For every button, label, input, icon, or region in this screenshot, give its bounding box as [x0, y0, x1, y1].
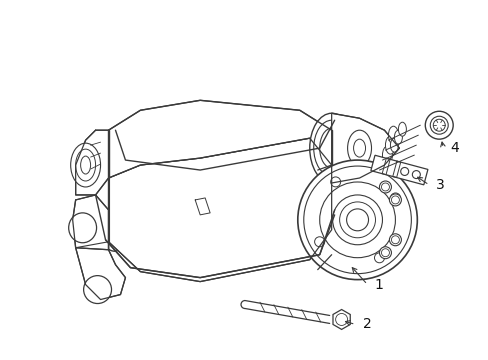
Polygon shape: [332, 310, 349, 329]
Ellipse shape: [309, 113, 353, 183]
Polygon shape: [73, 195, 108, 250]
Text: 4: 4: [449, 141, 458, 155]
Polygon shape: [108, 100, 331, 178]
Ellipse shape: [330, 177, 340, 187]
Ellipse shape: [353, 139, 365, 157]
Text: 2: 2: [362, 318, 370, 332]
Text: 1: 1: [374, 278, 383, 292]
Polygon shape: [331, 113, 399, 183]
Ellipse shape: [389, 138, 398, 152]
Polygon shape: [108, 138, 331, 282]
Ellipse shape: [425, 111, 452, 139]
Ellipse shape: [411, 171, 420, 179]
Ellipse shape: [379, 156, 388, 174]
Polygon shape: [76, 130, 108, 195]
Ellipse shape: [387, 126, 398, 144]
Ellipse shape: [382, 146, 392, 164]
Text: 3: 3: [435, 178, 444, 192]
Ellipse shape: [398, 122, 406, 136]
Ellipse shape: [347, 130, 371, 166]
Polygon shape: [76, 242, 125, 300]
Ellipse shape: [385, 136, 395, 154]
Ellipse shape: [297, 160, 416, 280]
Ellipse shape: [332, 195, 382, 245]
Ellipse shape: [388, 194, 401, 206]
Ellipse shape: [71, 143, 101, 187]
Ellipse shape: [346, 209, 368, 231]
Ellipse shape: [314, 237, 324, 247]
Ellipse shape: [83, 276, 111, 303]
Ellipse shape: [390, 193, 400, 203]
Ellipse shape: [374, 253, 384, 263]
Ellipse shape: [400, 167, 408, 175]
Polygon shape: [370, 155, 427, 185]
Ellipse shape: [379, 181, 390, 193]
Ellipse shape: [379, 247, 390, 259]
Ellipse shape: [318, 175, 330, 191]
Ellipse shape: [333, 175, 345, 191]
Ellipse shape: [68, 213, 96, 243]
Ellipse shape: [394, 130, 402, 144]
Ellipse shape: [388, 234, 401, 246]
